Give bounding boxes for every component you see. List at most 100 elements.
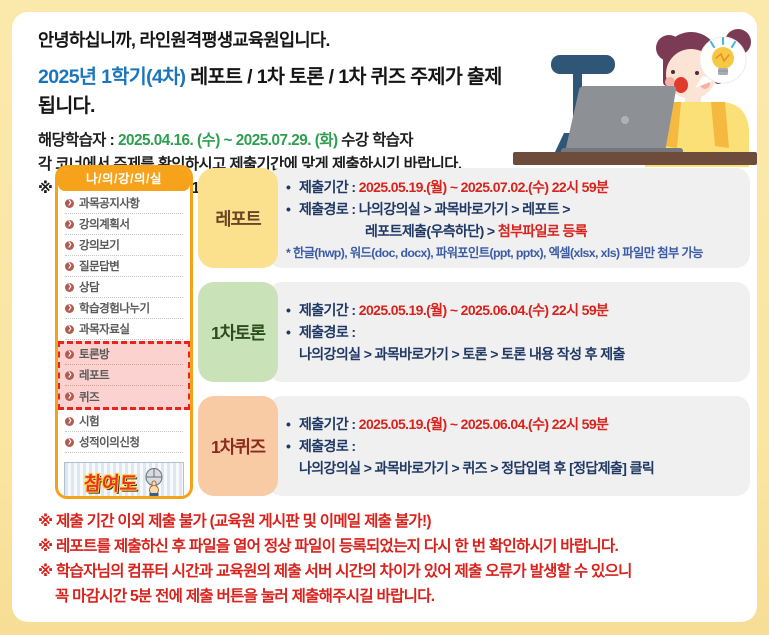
- period-label: 제출기간 :: [299, 302, 359, 318]
- footer-note: ※ 학습자님의 컴퓨터 시간과 교육원의 제출 서버 시간의 차이가 있어 제출…: [38, 563, 632, 580]
- footer-note: 꼭 마감시간 5분 전에 제출 버튼을 눌러 제출해주시길 바랍니다.: [55, 588, 435, 605]
- bullet: •: [286, 178, 291, 195]
- path-value: 나의강의실 > 과목바로가기 > 퀴즈 > 정답입력 후 [정답제출] 클릭: [299, 460, 655, 476]
- section-quiz-label: 1차퀴즈: [198, 396, 278, 496]
- bullet-arrow-icon: ❯: [65, 370, 74, 380]
- mouse-click-icon: [145, 468, 163, 496]
- path-value2: 레포트제출(우측하단) >: [365, 222, 498, 239]
- sidebar-item-label: 과목공지사항: [79, 198, 140, 210]
- sidebar-item-label: 토론방: [79, 349, 110, 361]
- discussion-period-line: • 제출기간 : 2025.05.19.(월) ~ 2025.06.04.(수)…: [286, 299, 740, 321]
- bullet-arrow-icon: ❯: [65, 261, 74, 271]
- sidebar-item-label: 강의보기: [79, 240, 120, 252]
- period-label: 제출기간 :: [299, 416, 359, 432]
- sidebar-item-report[interactable]: ❯ 레포트: [65, 365, 183, 386]
- period-value: 2025.05.19.(월) ~ 2025.07.02.(수) 22시 59분: [358, 178, 609, 195]
- student-laptop-illustration: [495, 22, 757, 172]
- bullet-arrow-icon: ❯: [65, 240, 74, 250]
- sidebar-item-label: 강의계획서: [79, 219, 130, 231]
- bullet-arrow-icon: ❯: [65, 219, 74, 229]
- footer-notes: ※ 제출 기간 이외 제출 불가 (교육원 게시판 및 이메일 제출 불가!) …: [38, 509, 748, 609]
- bullet-arrow-icon: ❯: [65, 349, 74, 359]
- sidebar-menu: ❯ 과목공지사항 ❯ 강의계획서 ❯ 강의보기 ❯ 질문답변 ❯ 상담 ❯ 학습…: [58, 191, 190, 496]
- path-label: 제출경로 :: [299, 324, 356, 340]
- sidebar-item-materials[interactable]: ❯ 과목자료실: [65, 319, 183, 340]
- notice-card: 안녕하십니까, 라인원격평생교육원입니다. 2025년 1학기(4차) 레포트 …: [12, 12, 757, 622]
- section-quiz-card: • 제출기간 : 2025.05.19.(월) ~ 2025.06.04.(수)…: [268, 396, 750, 496]
- section-report: 레포트 • 제출기간 : 2025.05.19.(월) ~ 2025.07.02…: [198, 168, 750, 268]
- sidebar-item-grade-objection[interactable]: ❯ 성적이의신청: [65, 432, 183, 453]
- sidebar-highlight-group: ❯ 토론방 ❯ 레포트 ❯ 퀴즈: [58, 341, 190, 410]
- discussion-path-line: • 제출경로 :: [286, 321, 740, 343]
- section-discussion-label: 1차토론: [198, 282, 278, 382]
- period-label: 제출기간 :: [299, 178, 359, 195]
- report-path-line: • 제출경로 : 나의강의실 > 과목바로가기 > 레포트 >: [286, 198, 740, 220]
- path-value: 나의강의실 > 과목바로가기 > 레포트 >: [358, 200, 571, 217]
- bullet: •: [286, 438, 291, 454]
- section-report-card: • 제출기간 : 2025.05.19.(월) ~ 2025.07.02.(수)…: [268, 168, 750, 268]
- bullet-arrow-icon: ❯: [65, 324, 74, 334]
- assignment-sections: 레포트 • 제출기간 : 2025.05.19.(월) ~ 2025.07.02…: [198, 168, 750, 510]
- path-value2-em: 첨부파일로 등록: [497, 222, 588, 239]
- page-title: 2025년 1학기(4차) 레포트 / 1차 토론 / 1차 퀴즈 주제가 출제…: [38, 60, 508, 118]
- report-path-line2: 레포트제출(우측하단) > 첨부파일로 등록: [286, 220, 740, 242]
- period-value: 2025.05.19.(월) ~ 2025.06.04.(수) 22시 59분: [358, 416, 609, 432]
- sidebar-item-discussion-room[interactable]: ❯ 토론방: [65, 344, 183, 365]
- participation-button[interactable]: 참여도: [64, 462, 184, 496]
- desk: [513, 152, 757, 165]
- sidebar-item-label: 학습경험나누기: [79, 303, 150, 315]
- sidebar-item-quiz[interactable]: ❯ 퀴즈: [65, 386, 183, 407]
- sidebar-item-label: 질문답변: [79, 261, 120, 273]
- bullet: •: [286, 200, 291, 217]
- sidebar-item-label: 퀴즈: [79, 391, 100, 404]
- bullet: •: [286, 302, 291, 318]
- discussion-path-line2: 나의강의실 > 과목바로가기 > 토론 > 토론 내용 작성 후 제출: [286, 343, 740, 365]
- report-period-line: • 제출기간 : 2025.05.19.(월) ~ 2025.07.02.(수)…: [286, 176, 740, 198]
- bullet: •: [286, 416, 291, 432]
- section-quiz: 1차퀴즈 • 제출기간 : 2025.05.19.(월) ~ 2025.06.0…: [198, 396, 750, 496]
- section-discussion-card: • 제출기간 : 2025.05.19.(월) ~ 2025.06.04.(수)…: [268, 282, 750, 382]
- section-discussion: 1차토론 • 제출기간 : 2025.05.19.(월) ~ 2025.06.0…: [198, 282, 750, 382]
- participation-label: 참여도: [83, 473, 139, 495]
- lms-sidebar: 나/의/강/의/실 ❯ 과목공지사항 ❯ 강의계획서 ❯ 강의보기 ❯ 질문답변…: [55, 165, 193, 499]
- learner-line: 해당학습자 : 2025.04.16. (수) ~ 2025.07.29. (화…: [38, 129, 508, 153]
- sidebar-item-label: 상담: [79, 282, 100, 294]
- sidebar-item-experience-share[interactable]: ❯ 학습경험나누기: [65, 298, 183, 319]
- sidebar-title: 나/의/강/의/실: [58, 168, 190, 191]
- sidebar-item-syllabus[interactable]: ❯ 강의계획서: [65, 214, 183, 235]
- sidebar-item-course-notice[interactable]: ❯ 과목공지사항: [65, 193, 183, 214]
- bullet: •: [286, 324, 291, 340]
- bullet-arrow-icon: ❯: [65, 392, 74, 401]
- footer-note: ※ 레포트를 제출하신 후 파일을 열어 정상 파일이 등록되었는지 다시 한 …: [38, 538, 619, 555]
- sidebar-item-label: 성적이의신청: [79, 437, 140, 449]
- quiz-period-line: • 제출기간 : 2025.05.19.(월) ~ 2025.06.04.(수)…: [286, 413, 740, 435]
- bullet-arrow-icon: ❯: [65, 437, 74, 447]
- sidebar-item-exam[interactable]: ❯ 시험: [65, 411, 183, 432]
- bullet-arrow-icon: ❯: [65, 416, 74, 426]
- sidebar-item-counsel[interactable]: ❯ 상담: [65, 277, 183, 298]
- learner-suffix: 수강 학습자: [337, 132, 413, 149]
- greeting-text: 안녕하십니까, 라인원격평생교육원입니다.: [38, 30, 330, 50]
- learner-label: 해당학습자 :: [38, 132, 118, 149]
- lightbulb-icon: [695, 36, 747, 88]
- bullet-arrow-icon: ❯: [65, 282, 74, 292]
- path-label: 제출경로 :: [299, 438, 356, 454]
- laptop-icon: [561, 86, 683, 155]
- title-semester: 2025년 1학기(4차): [38, 66, 186, 88]
- footer-note: ※ 제출 기간 이외 제출 불가 (교육원 게시판 및 이메일 제출 불가!): [38, 513, 432, 530]
- report-file-note: * 한글(hwp), 워드(doc, docx), 파워포인트(ppt, ppt…: [286, 245, 704, 260]
- quiz-path-line2: 나의강의실 > 과목바로가기 > 퀴즈 > 정답입력 후 [정답제출] 클릭: [286, 457, 740, 479]
- path-value: 나의강의실 > 과목바로가기 > 토론 > 토론 내용 작성 후 제출: [299, 346, 625, 362]
- sidebar-item-label: 과목자료실: [79, 324, 130, 336]
- student-laptop-art: [513, 29, 757, 167]
- bullet-arrow-icon: ❯: [65, 303, 74, 313]
- learner-period: 2025.04.16. (수) ~ 2025.07.29. (화): [117, 132, 338, 149]
- section-report-label: 레포트: [198, 168, 278, 268]
- bullet-arrow-icon: ❯: [65, 198, 74, 208]
- sidebar-item-qna[interactable]: ❯ 질문답변: [65, 256, 183, 277]
- title-rest: 레포트 / 1차 토론 / 1차 퀴즈 주제가 출제됩니다.: [38, 66, 502, 117]
- sidebar-item-label: 레포트: [79, 370, 110, 382]
- sidebar-item-lecture-view[interactable]: ❯ 강의보기: [65, 235, 183, 256]
- quiz-path-line: • 제출경로 :: [286, 435, 740, 457]
